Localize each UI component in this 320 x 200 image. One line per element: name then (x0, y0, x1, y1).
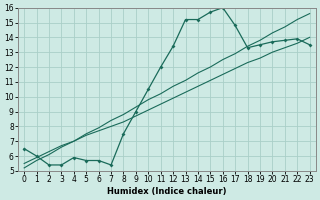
X-axis label: Humidex (Indice chaleur): Humidex (Indice chaleur) (107, 187, 227, 196)
